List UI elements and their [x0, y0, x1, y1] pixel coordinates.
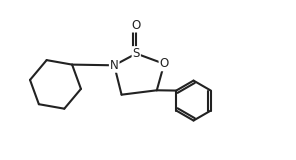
Text: N: N [110, 59, 119, 72]
Text: S: S [133, 47, 140, 60]
Text: O: O [132, 19, 141, 32]
Text: O: O [160, 57, 169, 70]
